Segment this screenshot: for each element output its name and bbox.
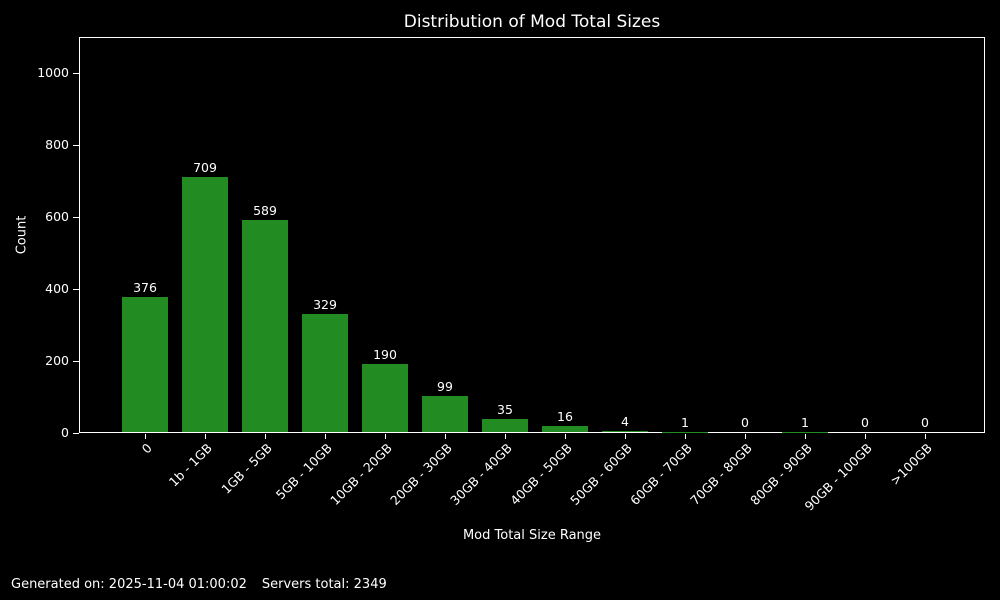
y-tick-label: 0 xyxy=(61,425,69,440)
x-tick-mark xyxy=(805,434,806,439)
bar-value-label: 0 xyxy=(741,415,749,430)
y-tick-mark xyxy=(73,144,79,146)
bar-value-label: 35 xyxy=(497,402,513,418)
y-tick-mark xyxy=(73,72,79,74)
bar-value-label: 4 xyxy=(621,413,629,429)
y-tick-label: 1000 xyxy=(37,65,69,80)
bar-value-label: 709 xyxy=(193,159,217,175)
bar-40GB - 50GB xyxy=(542,426,588,432)
y-tick-mark xyxy=(73,360,79,362)
bar-value-label: 1 xyxy=(801,414,809,430)
y-tick-mark xyxy=(73,216,79,218)
x-tick-mark xyxy=(745,434,746,439)
x-tick-mark xyxy=(265,434,266,439)
bar-50GB - 60GB xyxy=(602,430,648,432)
chart-title: Distribution of Mod Total Sizes xyxy=(403,12,661,32)
servers-total: Servers total: 2349 xyxy=(261,577,387,592)
bar-5GB - 10GB xyxy=(302,313,348,432)
bar-1GB - 5GB xyxy=(242,219,288,432)
footer: Generated on: 2025-11-04 01:00:02 Servers… xyxy=(11,577,387,592)
bar-value-label: 0 xyxy=(921,415,929,430)
bar-value-label: 589 xyxy=(253,202,277,218)
bar-value-label: 0 xyxy=(861,415,869,430)
bar-10GB - 20GB xyxy=(362,363,408,432)
x-tick-mark xyxy=(505,434,506,439)
bar-value-label: 16 xyxy=(557,409,573,425)
x-tick-mark xyxy=(385,434,386,439)
bar-0 xyxy=(122,296,168,432)
bar-value-label: 329 xyxy=(313,296,337,312)
bar-1b - 1GB xyxy=(182,176,228,432)
y-tick-mark xyxy=(73,288,79,290)
x-tick-mark xyxy=(205,434,206,439)
bar-value-label: 376 xyxy=(133,279,157,295)
x-tick-mark xyxy=(145,434,146,439)
y-tick-label: 200 xyxy=(45,353,69,368)
y-tick-mark xyxy=(73,432,79,434)
x-tick-mark xyxy=(325,434,326,439)
plot-area xyxy=(79,37,985,433)
bar-20GB - 30GB xyxy=(422,396,468,432)
bar-value-label: 99 xyxy=(437,379,453,395)
y-tick-label: 800 xyxy=(45,137,69,152)
x-tick-mark xyxy=(565,434,566,439)
bar-30GB - 40GB xyxy=(482,419,528,432)
bar-value-label: 1 xyxy=(681,414,689,430)
bar-value-label: 190 xyxy=(373,346,397,362)
x-tick-mark xyxy=(685,434,686,439)
x-tick-mark xyxy=(445,434,446,439)
x-tick-mark xyxy=(925,434,926,439)
y-tick-label: 400 xyxy=(45,281,69,296)
y-tick-label: 600 xyxy=(45,209,69,224)
x-tick-mark xyxy=(865,434,866,439)
generated-timestamp: Generated on: 2025-11-04 01:00:02 xyxy=(11,577,247,592)
x-tick-mark xyxy=(625,434,626,439)
x-axis-label: Mod Total Size Range xyxy=(462,528,602,543)
